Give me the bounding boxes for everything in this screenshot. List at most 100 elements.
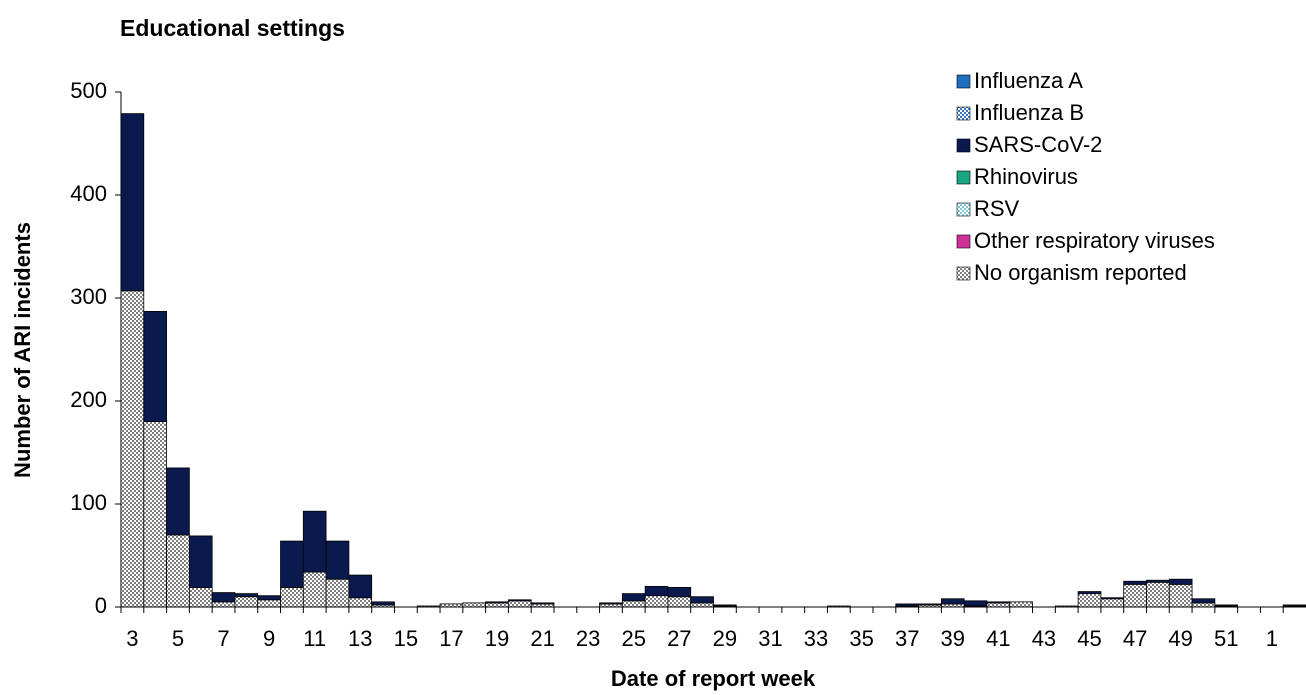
bar-segment: [986, 601, 1011, 604]
y-tick-label: 0: [95, 593, 107, 618]
bar-segment: [280, 587, 304, 608]
x-tick-label: 33: [804, 626, 828, 651]
bar-segment: [1168, 583, 1193, 608]
legend-label: Rhinovirus: [974, 164, 1078, 189]
x-tick-label: 31: [758, 626, 782, 651]
bar-segment: [1123, 583, 1147, 608]
x-tick-label: 37: [895, 626, 919, 651]
bar-segment: [508, 599, 532, 602]
x-tick-label: 35: [849, 626, 873, 651]
x-tick-label: 23: [576, 626, 600, 651]
bar-segment: [1214, 604, 1239, 607]
x-tick-label: 25: [621, 626, 645, 651]
legend-label: SARS-CoV-2: [974, 132, 1102, 157]
x-tick-label: 29: [713, 626, 737, 651]
bar-segment: [1146, 579, 1170, 583]
bar-segment: [644, 595, 669, 608]
bar-segment: [1100, 598, 1125, 608]
bar-segment: [462, 602, 487, 608]
bar-segment: [143, 310, 167, 423]
bar-segment: [211, 592, 236, 603]
legend-label: Influenza A: [974, 68, 1083, 93]
bar-segment: [1100, 597, 1125, 600]
bar-segment: [234, 596, 259, 608]
bar-segment: [918, 603, 942, 606]
bar-segment: [485, 602, 509, 608]
x-tick-label: 19: [485, 626, 509, 651]
y-tick-label: 100: [70, 490, 107, 515]
bar-segment: [188, 535, 213, 588]
bar-segment: [280, 540, 304, 588]
x-tick-label: 15: [394, 626, 418, 651]
bar-segment: [485, 601, 509, 604]
bar-segment: [211, 601, 236, 608]
bar-segment: [644, 586, 669, 597]
x-tick-label: 13: [348, 626, 372, 651]
bar-segment: [188, 587, 213, 608]
bar-segment: [257, 599, 281, 608]
legend-swatch: [956, 74, 971, 89]
bar-segment: [1009, 601, 1033, 608]
x-axis-label: Date of report week: [611, 666, 816, 691]
bar-segment: [963, 600, 988, 607]
bar-segment: [1077, 593, 1102, 608]
bar-segment: [895, 603, 919, 607]
bar-segment: [166, 467, 190, 536]
x-tick-label: 7: [217, 626, 229, 651]
x-tick-label: 1: [1266, 626, 1278, 651]
bar-segment: [234, 593, 259, 598]
legend-swatch: [956, 202, 971, 217]
x-tick-label: 51: [1214, 626, 1238, 651]
bar-segment: [599, 602, 623, 605]
bar-segment: [986, 602, 1011, 608]
legend-label: RSV: [974, 196, 1020, 221]
bar-segment: [325, 578, 350, 608]
x-tick-label: 9: [263, 626, 275, 651]
x-tick-label: 27: [667, 626, 691, 651]
legend-swatch: [956, 170, 971, 185]
bar-segment: [508, 600, 532, 608]
bar-segment: [667, 596, 692, 608]
y-axis-label: Number of ARI incidents: [10, 222, 35, 478]
x-tick-label: 21: [530, 626, 554, 651]
bar-segment: [120, 113, 145, 292]
bar-segment: [1168, 578, 1193, 585]
x-tick-label: 17: [439, 626, 463, 651]
bar-segment: [371, 601, 395, 606]
legend-label: Other respiratory viruses: [974, 228, 1215, 253]
bar-segment: [1077, 591, 1102, 595]
bar-segment: [166, 534, 190, 608]
bar-segment: [348, 574, 373, 599]
y-tick-label: 200: [70, 387, 107, 412]
x-tick-label: 39: [941, 626, 965, 651]
bar-segment: [940, 598, 965, 605]
bar-segment: [1123, 580, 1147, 585]
x-tick-label: 45: [1077, 626, 1101, 651]
x-tick-label: 5: [172, 626, 184, 651]
bar-segment: [621, 593, 646, 602]
legend-label: No organism reported: [974, 260, 1187, 285]
bar-segment: [690, 602, 714, 608]
y-tick-label: 300: [70, 284, 107, 309]
bar-segment: [143, 421, 167, 608]
bar-segment: [530, 602, 555, 605]
bar-segment: [325, 540, 350, 580]
chart-title: Educational settings: [120, 15, 345, 41]
legend-swatch: [956, 266, 971, 281]
bar-segment: [713, 604, 737, 607]
bar-segment: [257, 595, 281, 601]
x-tick-label: 41: [986, 626, 1010, 651]
legend-label: Influenza B: [974, 100, 1084, 125]
bar-segment: [1282, 604, 1306, 607]
x-tick-label: 49: [1168, 626, 1192, 651]
bar-segment: [690, 596, 714, 604]
legend-swatch: [956, 106, 971, 121]
x-tick-label: 43: [1032, 626, 1056, 651]
y-tick-label: 500: [70, 78, 107, 103]
bar-segment: [302, 571, 327, 608]
y-tick-label: 400: [70, 181, 107, 206]
bar-segment: [302, 510, 327, 573]
bar-segment: [667, 587, 692, 598]
bar-segment: [1146, 581, 1170, 608]
